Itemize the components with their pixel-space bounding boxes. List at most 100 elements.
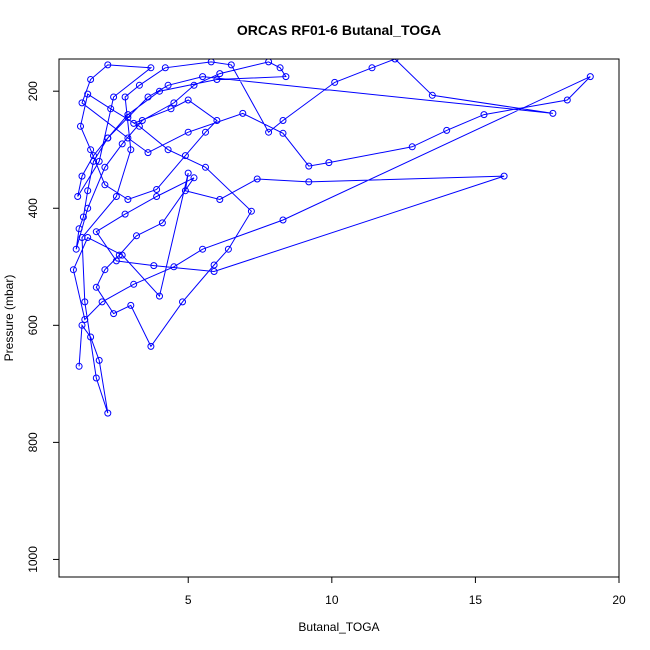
data-point: [265, 59, 273, 66]
data-point: [207, 59, 215, 66]
data-point: [87, 76, 95, 83]
x-tick-label: 20: [612, 593, 626, 607]
data-point: [92, 228, 100, 236]
data-point: [179, 298, 186, 306]
data-point: [98, 298, 106, 306]
data-point: [164, 81, 172, 89]
series-line: [72, 59, 591, 414]
data-point: [144, 93, 152, 101]
data-point: [184, 128, 192, 136]
data-point: [95, 157, 103, 165]
data-point: [112, 193, 120, 200]
data-point: [127, 146, 135, 154]
data-point: [127, 301, 135, 309]
data-point: [428, 91, 436, 99]
data-point: [124, 111, 132, 119]
data-point: [78, 172, 86, 180]
data-point: [81, 298, 89, 306]
data-point: [147, 64, 155, 72]
data-point: [153, 186, 161, 193]
data-point: [110, 310, 118, 318]
data-point: [156, 292, 163, 300]
data-point: [276, 64, 284, 72]
data-point: [279, 129, 287, 137]
data-point: [84, 204, 92, 212]
data-point: [130, 280, 138, 288]
x-tick-label: 10: [325, 593, 339, 607]
y-tick-label: 400: [26, 198, 40, 218]
x-axis-label: Butanal_TOGA: [298, 620, 379, 634]
data-point: [75, 225, 83, 233]
data-point: [181, 187, 189, 195]
data-point: [190, 174, 198, 182]
data-point: [118, 140, 126, 148]
data-point: [170, 263, 178, 271]
data-point: [124, 134, 132, 142]
data-point: [161, 64, 169, 72]
data-point: [110, 93, 118, 101]
y-tick-label: 1000: [26, 546, 40, 573]
data-point: [124, 196, 132, 203]
data-point: [104, 409, 112, 417]
data-point: [81, 316, 89, 323]
y-axis: 200 400 600 800 1000: [26, 81, 59, 573]
data-point: [107, 105, 115, 113]
data-point: [138, 117, 146, 124]
data-point: [216, 196, 224, 203]
data-point: [213, 117, 221, 124]
data-point: [305, 178, 313, 186]
y-axis-label: Pressure (mbar): [2, 275, 16, 362]
data-point: [118, 251, 126, 259]
data-point: [78, 99, 86, 107]
data-point: [265, 128, 273, 136]
data-point: [135, 122, 143, 130]
data-point: [279, 117, 287, 124]
data-point: [87, 333, 95, 341]
data-point: [130, 119, 138, 127]
data-point: [104, 61, 112, 69]
data-point: [150, 262, 158, 270]
data-point: [72, 245, 80, 253]
data-point: [253, 175, 261, 183]
data-point: [331, 78, 339, 86]
data-point: [104, 134, 112, 142]
data-point: [112, 257, 120, 265]
data-point: [147, 342, 155, 350]
series-layer: [69, 59, 594, 417]
data-point: [202, 128, 209, 136]
data-point: [92, 283, 100, 291]
data-point: [167, 105, 175, 113]
data-point: [84, 234, 92, 241]
data-point: [156, 87, 163, 95]
plot-frame: [58, 58, 620, 578]
data-point: [135, 81, 143, 89]
data-point: [199, 73, 207, 81]
data-point: [282, 73, 290, 81]
data-point: [115, 251, 123, 259]
data-point: [101, 181, 109, 189]
data-point: [305, 162, 313, 170]
data-point: [443, 126, 451, 134]
data-point: [78, 321, 86, 329]
data-point: [84, 90, 92, 98]
y-tick-label: 800: [26, 432, 40, 452]
data-point: [549, 109, 557, 117]
data-point: [408, 143, 416, 151]
data-point: [74, 193, 82, 200]
data-point: [87, 146, 95, 154]
y-tick-label: 200: [26, 81, 40, 101]
data-point: [84, 187, 92, 195]
data-point: [227, 61, 235, 69]
data-point: [239, 109, 247, 117]
data-point: [279, 216, 287, 224]
data-point: [124, 114, 132, 121]
data-point: [90, 152, 97, 160]
data-point: [199, 245, 207, 253]
data-point: [391, 59, 399, 63]
data-point: [92, 374, 100, 382]
y-tick-label: 600: [26, 315, 40, 335]
data-point: [190, 81, 198, 89]
data-point: [210, 261, 218, 269]
data-point: [184, 96, 192, 104]
